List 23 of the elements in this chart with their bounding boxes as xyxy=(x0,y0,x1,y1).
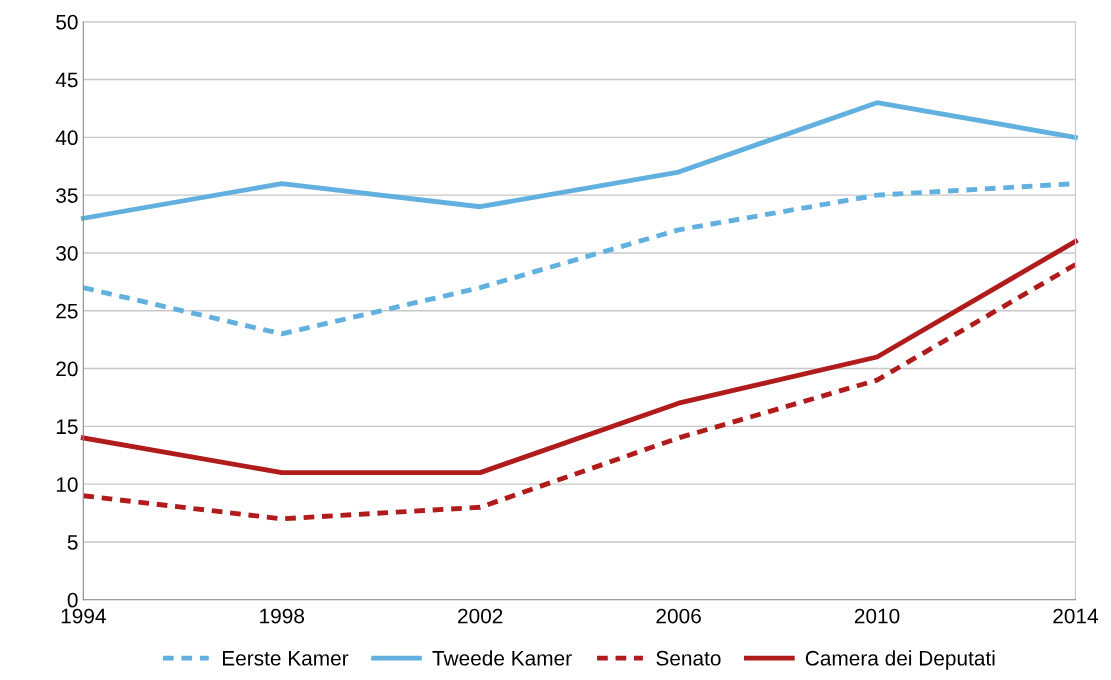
legend-label: Eerste Kamer xyxy=(222,651,349,666)
legend-label: Tweede Kamer xyxy=(432,650,572,666)
line-series xyxy=(80,100,1078,221)
y-tick-label: 50 xyxy=(56,14,78,30)
y-tick-label: 0 xyxy=(67,592,78,608)
x-tick-label: 2006 xyxy=(656,608,701,624)
x-tick-label: 2010 xyxy=(854,608,900,624)
y-tick-label: 45 xyxy=(55,72,78,88)
x-tick-label: 2014 xyxy=(1053,608,1099,624)
y-tick-label: 10 xyxy=(56,477,78,492)
x-tick-label: 1994 xyxy=(61,608,106,624)
legend-label: Senato xyxy=(656,650,721,666)
x-tick-label: 2002 xyxy=(458,608,503,624)
y-tick-label: 15 xyxy=(56,419,78,435)
y-tick-label: 20 xyxy=(56,361,78,377)
legend-label: Camera dei Deputati xyxy=(805,650,995,670)
y-tick-label: 30 xyxy=(56,245,78,261)
line-series xyxy=(80,238,1078,476)
y-tick-label: 5 xyxy=(67,535,78,550)
y-tick-label: 35 xyxy=(56,188,78,203)
x-tick-label: 1998 xyxy=(260,608,305,624)
y-tick-label: 40 xyxy=(55,130,78,146)
y-tick-label: 25 xyxy=(56,303,78,319)
